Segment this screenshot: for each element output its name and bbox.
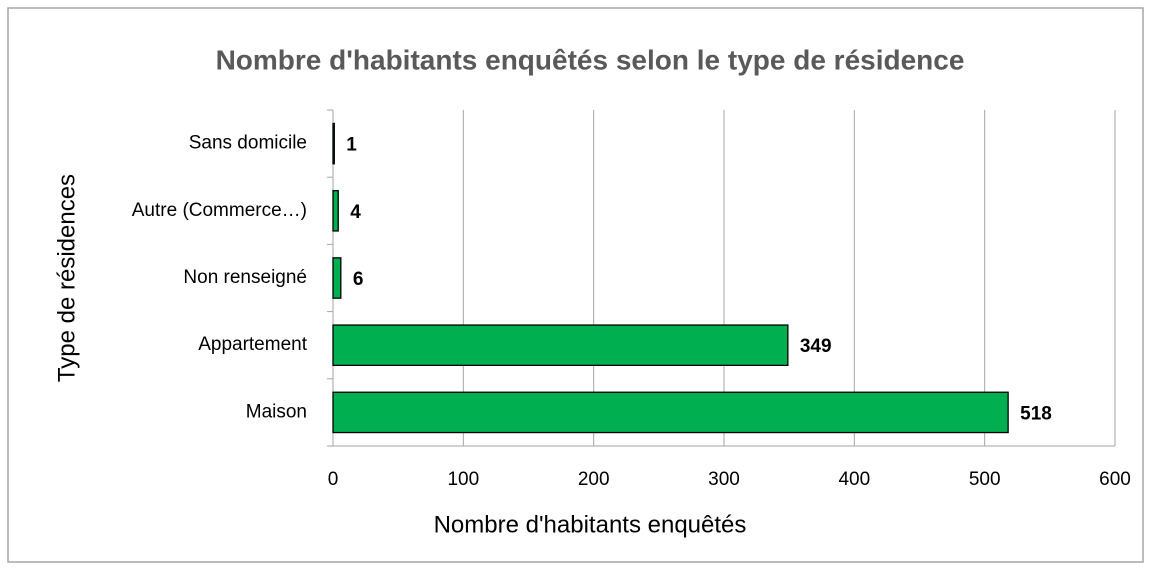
bar [332,122,335,165]
bar [332,391,1009,434]
x-tick-label: 400 [838,469,870,490]
chart-title: Nombre d'habitants enquêtés selon le typ… [216,44,965,75]
y-axis-label: Type de résidences [53,174,80,382]
x-tick-label: 500 [969,469,1001,490]
data-label: 6 [353,269,364,290]
data-label: 349 [800,336,832,357]
chart-border [7,7,1144,563]
x-tick-label: 0 [328,469,339,490]
data-label: 518 [1020,403,1052,424]
data-label: 1 [346,135,357,156]
bar [332,189,339,232]
y-tick-label: Autre (Commerce…) [132,200,307,221]
y-tick-label: Appartement [198,334,308,355]
data-label: 4 [350,202,361,223]
y-tick-label: Non renseigné [183,267,307,288]
bar [332,257,342,299]
x-tick-label: 200 [578,469,610,490]
x-tick-label: 300 [708,469,740,490]
y-tick-label: Maison [246,401,307,422]
x-axis-label: Nombre d'habitants enquêtés [434,511,747,538]
y-tick-label: Sans domicile [189,133,307,154]
x-tick-label: 600 [1099,469,1131,490]
x-tick-label: 100 [447,469,479,490]
bar [332,324,789,367]
